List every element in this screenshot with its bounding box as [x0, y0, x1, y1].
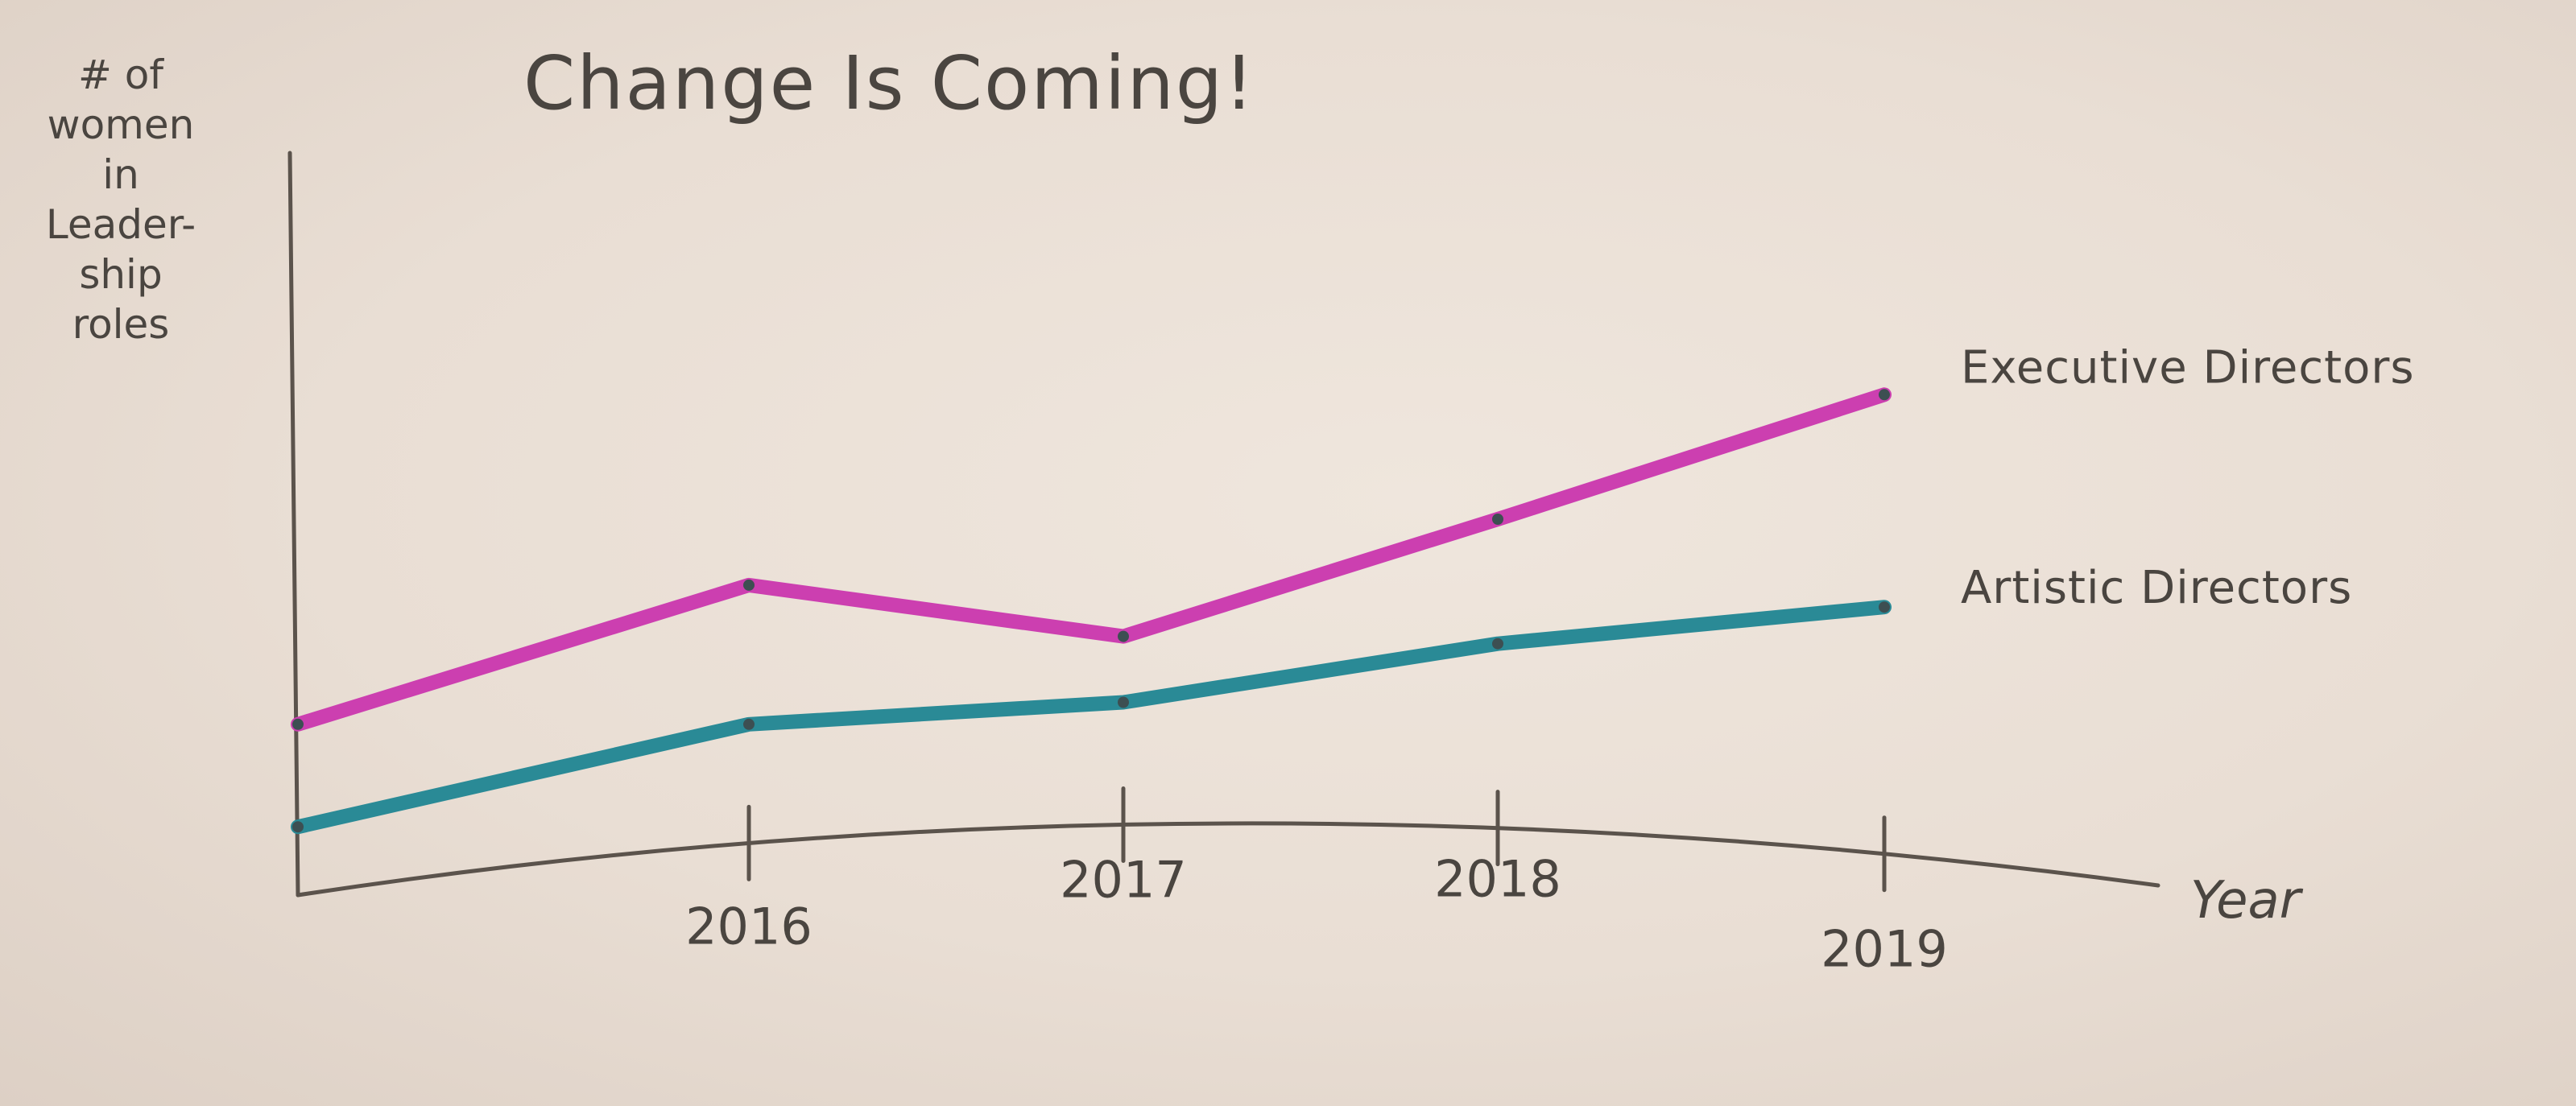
series-point	[1118, 696, 1129, 708]
y-axis-line	[287, 151, 300, 898]
series-point	[1118, 630, 1129, 642]
x-axis-tick-label: 2017	[1060, 850, 1187, 909]
series-point	[743, 718, 755, 730]
y-axis-label-line: # of	[78, 52, 164, 98]
series-point	[1879, 389, 1890, 401]
x-axis-ticks	[746, 786, 1887, 893]
series-point	[1492, 638, 1503, 650]
series-point	[1879, 601, 1890, 613]
series-points	[292, 389, 1890, 833]
series-line	[291, 600, 1892, 835]
series-point	[1492, 514, 1503, 525]
series-point	[292, 821, 304, 833]
y-axis-label-line: in	[102, 151, 139, 198]
y-axis-label-line: ship	[79, 251, 162, 298]
series-point	[292, 718, 304, 730]
y-axis-label-line: women	[48, 101, 195, 148]
x-axis-tick-label: 2019	[1821, 920, 1948, 979]
x-axis-label: Year	[2190, 871, 2304, 931]
series-point	[743, 579, 755, 591]
x-axis-tick-label: 2018	[1434, 850, 1561, 909]
axes	[287, 151, 2160, 898]
series-label: Artistic Directors	[1961, 562, 2352, 614]
x-axis-tick-label: 2016	[685, 897, 812, 955]
y-axis-label-line: roles	[72, 301, 170, 348]
chart-title: Change Is Coming!	[523, 40, 1255, 126]
x-axis-line	[296, 821, 2160, 898]
series-label: Executive Directors	[1961, 341, 2415, 394]
series-line	[291, 387, 1892, 732]
series-lines	[291, 387, 1892, 835]
y-axis-label-line: Leader-	[46, 201, 196, 248]
x-axis-tick-labels: 2016 2017 2018 2019	[685, 850, 1948, 979]
series-labels: Executive Directors Artistic Directors	[1961, 341, 2415, 614]
